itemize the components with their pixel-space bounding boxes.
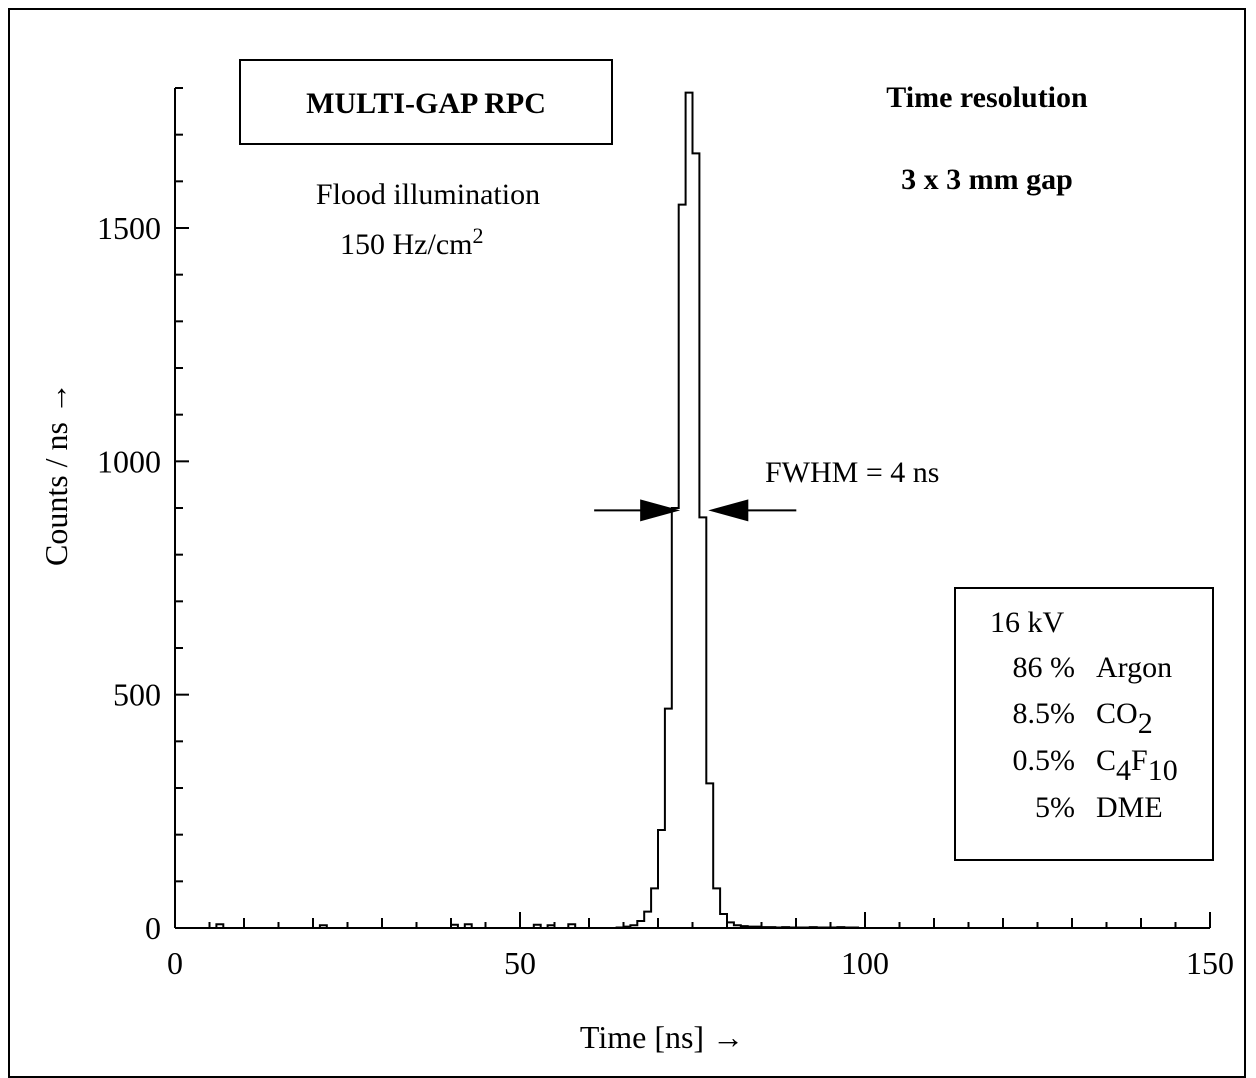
gas-rows: 86 % Argon 8.5% CO2 0.5% C4F10 5% DME: [1013, 651, 1178, 824]
noise-bin: [318, 924, 328, 928]
y-tick-label: 1500: [97, 210, 161, 246]
gas-name: Argon: [1096, 651, 1172, 684]
y-tick-label: 500: [113, 677, 161, 713]
rate-label: 150 Hz/cm2: [340, 223, 483, 261]
x-tick-label: 0: [167, 945, 183, 981]
x-tick-label: 50: [504, 945, 536, 981]
fwhm-label: FWHM = 4 ns: [765, 456, 939, 489]
histogram-outline: [615, 91, 860, 929]
x-tick-label: 100: [841, 945, 889, 981]
voltage-label: 16 kV: [990, 606, 1065, 639]
gas-name: CO2: [1096, 697, 1153, 740]
y-axis-title: Counts / ns →: [38, 382, 74, 566]
y-tick-label: 1000: [97, 443, 161, 479]
time-resolution-label: Time resolution: [886, 81, 1088, 114]
histogram: [215, 91, 860, 929]
x-axis-title: Time [ns] →: [580, 1019, 744, 1055]
flood-label: Flood illumination: [316, 178, 540, 211]
gas-percent: 0.5%: [1013, 744, 1076, 777]
x-tick-label: 150: [1186, 945, 1234, 981]
chart-title: MULTI-GAP RPC: [306, 87, 546, 120]
noise-bin: [532, 923, 542, 928]
y-tick-label: 0: [145, 910, 161, 946]
gas-mixture-box: [954, 587, 1214, 861]
noise-bin: [463, 923, 473, 928]
fwhm-arrows: [594, 499, 797, 522]
fwhm-right-arrowhead: [708, 499, 749, 522]
gap-label: 3 x 3 mm gap: [901, 163, 1073, 196]
noise-bin: [450, 923, 459, 928]
gas-percent: 8.5%: [1013, 697, 1076, 730]
noise-bin: [546, 924, 556, 928]
gas-name: C4F10: [1096, 744, 1178, 787]
gas-name: DME: [1096, 791, 1163, 824]
title-box: [239, 59, 613, 145]
gas-percent: 86 %: [1013, 651, 1076, 684]
fwhm-left-arrowhead: [640, 499, 681, 522]
noise-bin: [215, 923, 225, 928]
noise-bin: [567, 923, 577, 928]
gas-percent: 5%: [1035, 791, 1075, 824]
